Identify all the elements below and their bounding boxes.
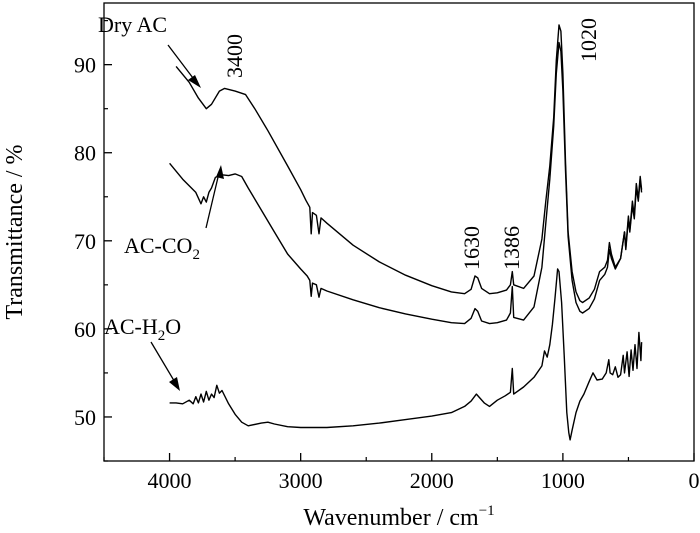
series-label-dry-ac: Dry AC (98, 12, 167, 37)
series-label-ac-h2o: AC-H2O (104, 314, 181, 344)
series-line-ac-co2 (169, 41, 643, 325)
series-line-ac-h2o (169, 268, 643, 441)
x-axis-ticks: 4000 3000 2000 1000 0 (103, 453, 700, 493)
series-lines (169, 24, 643, 441)
peak-label-1020: 1020 (576, 18, 601, 62)
y-axis-ticks: 50 60 70 80 90 (74, 20, 112, 462)
x-tick-label: 4000 (148, 468, 192, 493)
peak-label-1386: 1386 (499, 226, 524, 270)
y-tick-label: 70 (74, 229, 96, 254)
series-line-dry-ac (175, 24, 643, 304)
x-tick-label: 2000 (410, 468, 454, 493)
peak-label-1630: 1630 (459, 226, 484, 270)
x-tick-label: 1000 (541, 468, 585, 493)
plot-area-frame (103, 2, 695, 462)
peak-label-3400: 3400 (222, 34, 247, 78)
x-tick-label: 3000 (279, 468, 323, 493)
arrow-ac-co2 (205, 172, 220, 229)
y-tick-label: 90 (74, 53, 96, 78)
series-label-ac-co2: AC-CO2 (124, 233, 200, 263)
arrowhead-ac-h2o (169, 377, 180, 391)
y-tick-label: 50 (74, 405, 96, 430)
x-axis-title: Wavenumber / cm−1 (303, 503, 494, 531)
arrow-ac-h2o (150, 341, 177, 385)
arrowhead-dry-ac (188, 75, 201, 88)
x-tick-label: 0 (689, 468, 700, 493)
y-axis-title: Transmittance / % (2, 144, 28, 319)
arrowhead-ac-co2 (216, 165, 224, 179)
y-tick-label: 80 (74, 141, 96, 166)
y-tick-label: 60 (74, 317, 96, 342)
arrow-dry-ac (167, 44, 197, 83)
